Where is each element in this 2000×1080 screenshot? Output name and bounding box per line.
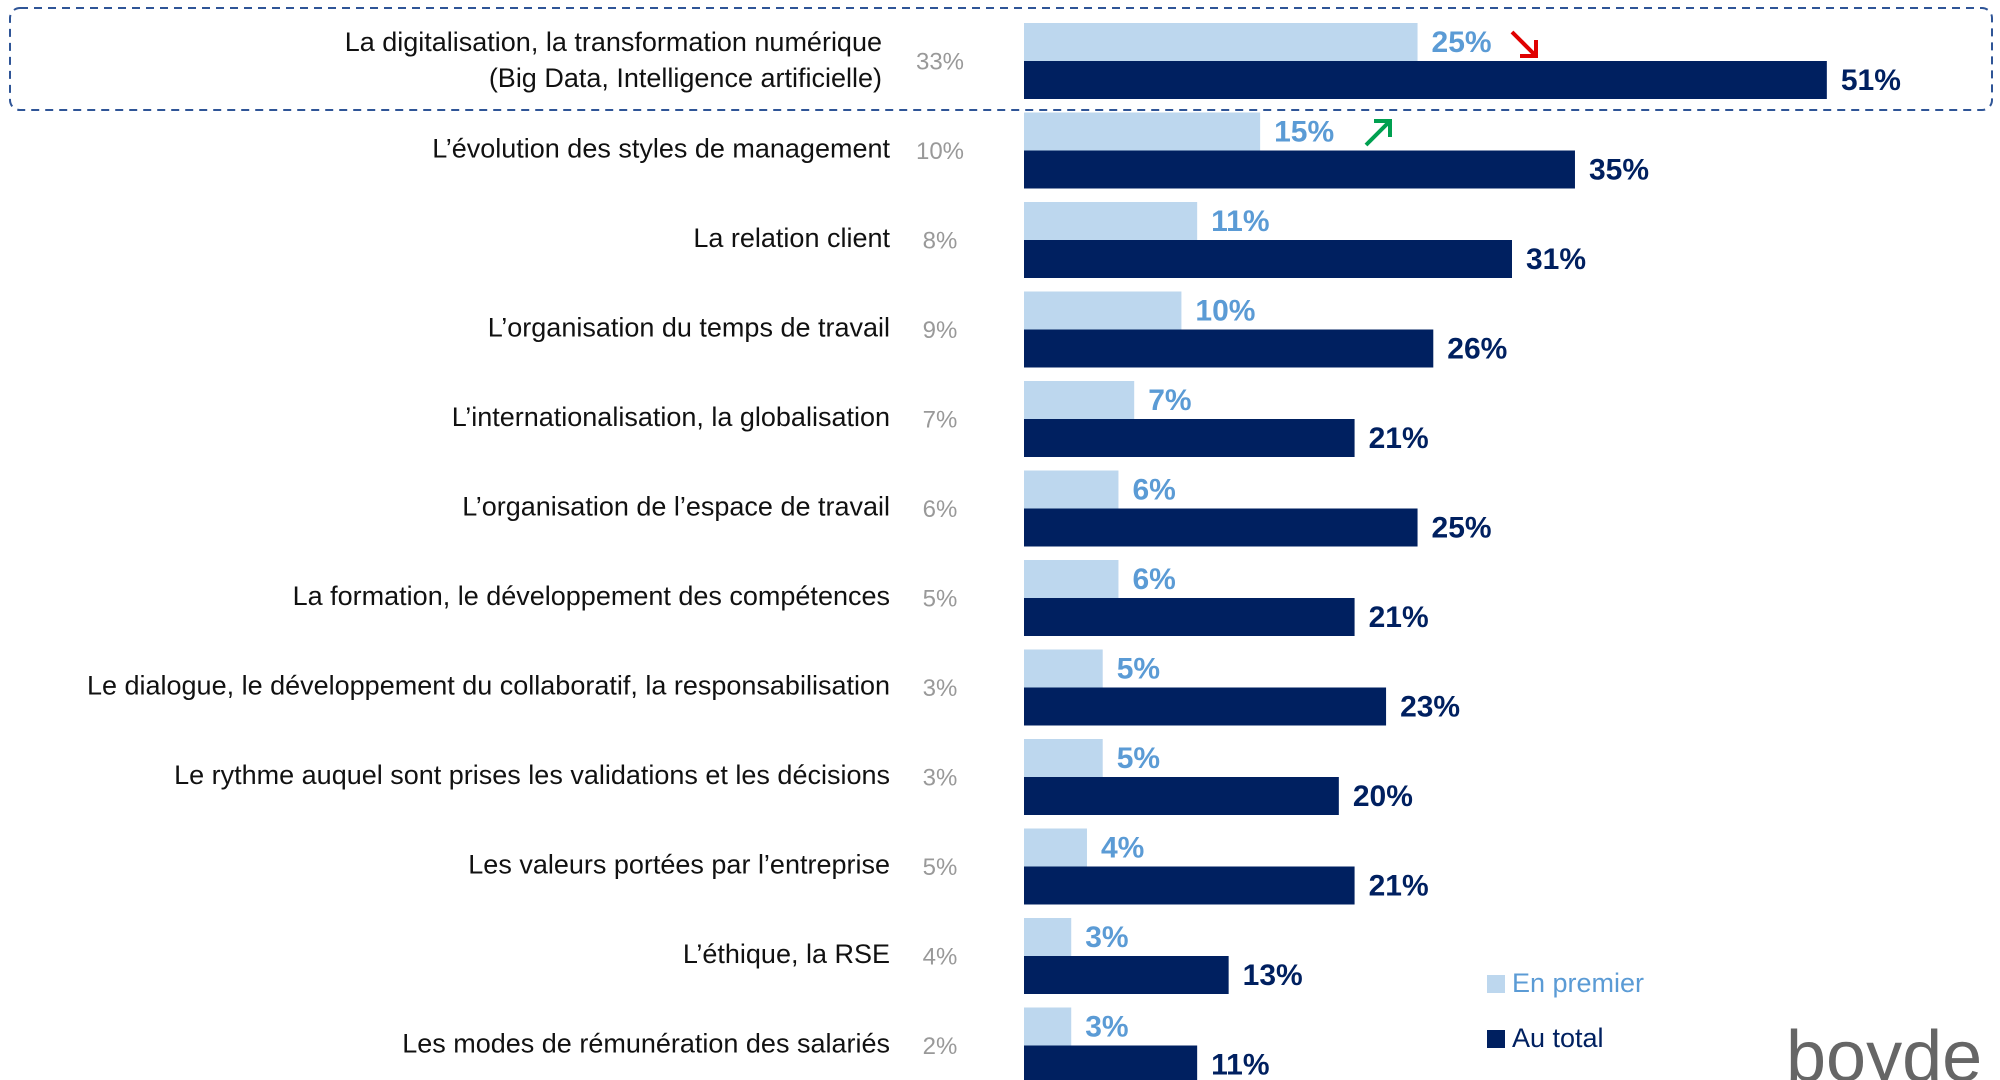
bar xyxy=(1024,291,1182,330)
bar xyxy=(1024,687,1387,726)
bar xyxy=(1024,240,1512,278)
bar xyxy=(1024,560,1119,598)
bar xyxy=(1024,1045,1198,1080)
side-value-label: 5% xyxy=(923,585,958,612)
bar xyxy=(1024,956,1229,994)
bar xyxy=(1024,61,1827,99)
side-value-label: 6% xyxy=(923,496,958,523)
value-label: 51% xyxy=(1841,64,1901,97)
value-label: 13% xyxy=(1243,959,1303,992)
side-value-label: 4% xyxy=(923,943,958,970)
bar xyxy=(1024,918,1072,956)
side-value-label: 3% xyxy=(923,675,958,702)
value-label: 5% xyxy=(1117,742,1160,775)
value-label: 23% xyxy=(1400,690,1460,723)
up-arrow xyxy=(1364,119,1392,147)
category-label: (Big Data, Intelligence artificielle) xyxy=(489,63,882,93)
category-label: Les modes de rémunération des salariés xyxy=(402,1029,890,1059)
bar xyxy=(1024,329,1434,368)
bar xyxy=(1024,381,1135,419)
value-label: 6% xyxy=(1132,563,1175,596)
legend-label: En premier xyxy=(1512,968,1644,998)
bar xyxy=(1024,202,1198,240)
category-label: Les valeurs portées par l’entreprise xyxy=(468,850,890,880)
bar xyxy=(1024,470,1119,509)
value-label: 15% xyxy=(1274,115,1334,148)
value-label: 4% xyxy=(1101,831,1144,864)
category-label: L’organisation de l’espace de travail xyxy=(462,492,890,522)
value-label: 11% xyxy=(1211,205,1269,238)
side-value-label: 33% xyxy=(916,48,964,75)
value-label: 7% xyxy=(1148,384,1191,417)
bar xyxy=(1024,739,1103,777)
value-label: 25% xyxy=(1432,511,1492,544)
side-value-label: 5% xyxy=(923,854,958,881)
logo: boyde xyxy=(1786,1017,1982,1080)
value-label: 6% xyxy=(1132,473,1175,506)
value-label: 3% xyxy=(1085,1010,1128,1043)
category-label: La formation, le développement des compé… xyxy=(293,581,890,611)
side-value-label: 10% xyxy=(916,138,964,165)
side-value-label: 8% xyxy=(923,227,958,254)
side-value-label: 3% xyxy=(923,764,958,791)
side-value-label: 2% xyxy=(923,1033,958,1060)
bar xyxy=(1024,23,1418,61)
value-label: 21% xyxy=(1369,422,1429,455)
bar xyxy=(1024,777,1339,815)
bar xyxy=(1024,150,1575,189)
category-label: L’internationalisation, la globalisation xyxy=(452,402,890,432)
bar xyxy=(1024,112,1261,151)
category-label: L’organisation du temps de travail xyxy=(488,313,890,343)
value-label: 25% xyxy=(1432,26,1492,59)
category-label: L’éthique, la RSE xyxy=(683,939,890,969)
value-label: 21% xyxy=(1369,601,1429,634)
category-label: Le rythme auquel sont prises les validat… xyxy=(174,760,890,790)
value-label: 31% xyxy=(1526,243,1586,276)
side-value-label: 7% xyxy=(923,406,958,433)
category-label: La relation client xyxy=(693,223,890,253)
bar xyxy=(1024,419,1355,457)
value-label: 5% xyxy=(1117,652,1160,685)
value-label: 3% xyxy=(1085,921,1128,954)
bar xyxy=(1024,1007,1072,1046)
legend-swatch xyxy=(1487,975,1505,993)
bar xyxy=(1024,649,1103,688)
value-label: 21% xyxy=(1369,869,1429,902)
value-label: 26% xyxy=(1447,332,1507,365)
value-label: 10% xyxy=(1195,294,1255,327)
category-label: La digitalisation, la transformation num… xyxy=(345,27,882,57)
value-label: 11% xyxy=(1211,1048,1269,1080)
highlight-box xyxy=(9,7,1993,111)
bar xyxy=(1024,866,1355,905)
down-arrow xyxy=(1510,30,1538,58)
category-label: L’évolution des styles de management xyxy=(432,134,890,164)
legend-swatch xyxy=(1487,1030,1505,1048)
value-label: 20% xyxy=(1353,780,1413,813)
value-label: 35% xyxy=(1589,153,1649,186)
bar xyxy=(1024,828,1087,867)
category-label: Le dialogue, le développement du collabo… xyxy=(87,671,890,701)
side-value-label: 9% xyxy=(923,317,958,344)
bar xyxy=(1024,508,1418,547)
bar xyxy=(1024,598,1355,636)
legend-label: Au total xyxy=(1512,1023,1604,1053)
